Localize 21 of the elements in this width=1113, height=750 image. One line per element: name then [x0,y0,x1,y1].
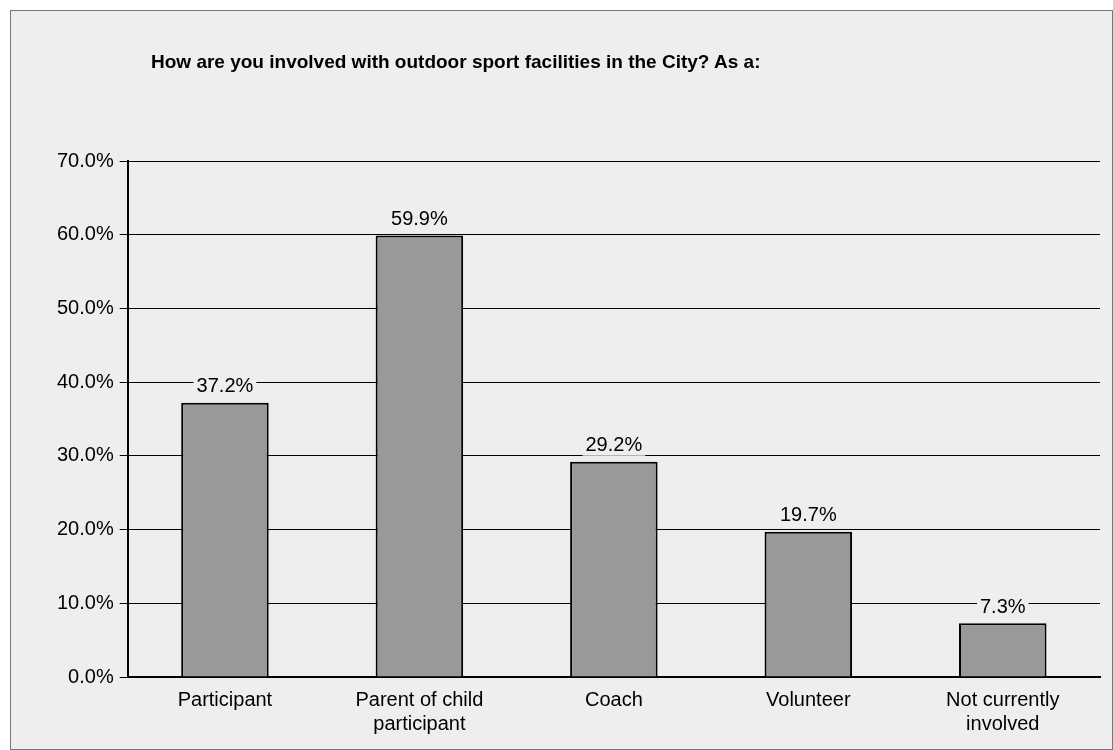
category-label: involved [966,711,1040,734]
y-tick-label: 70.0% [56,148,114,171]
data-label: 37.2% [196,374,254,397]
category-label: Parent of child [355,687,484,710]
data-label: 19.7% [779,503,837,526]
category-label: participant [373,711,466,734]
y-tick-label: 40.0% [56,369,114,392]
category-label: Coach [584,687,643,710]
category-label: Participant [177,687,273,710]
y-tick-label: 20.0% [56,517,114,540]
data-label: 29.2% [585,433,643,456]
y-tick-label: 0.0% [68,664,114,687]
data-label: 7.3% [979,594,1026,617]
category-label: Volunteer [766,687,851,710]
y-tick-label: 60.0% [56,222,114,245]
y-tick-label: 30.0% [56,443,114,466]
data-label: 59.9% [391,206,448,229]
category-label: Not currently [946,687,1060,710]
y-tick-label: 50.0% [56,295,114,318]
chart-title: How are you involved with outdoor sport facilities in the City? As a: [151,51,761,73]
y-tick-label: 10.0% [56,590,114,613]
